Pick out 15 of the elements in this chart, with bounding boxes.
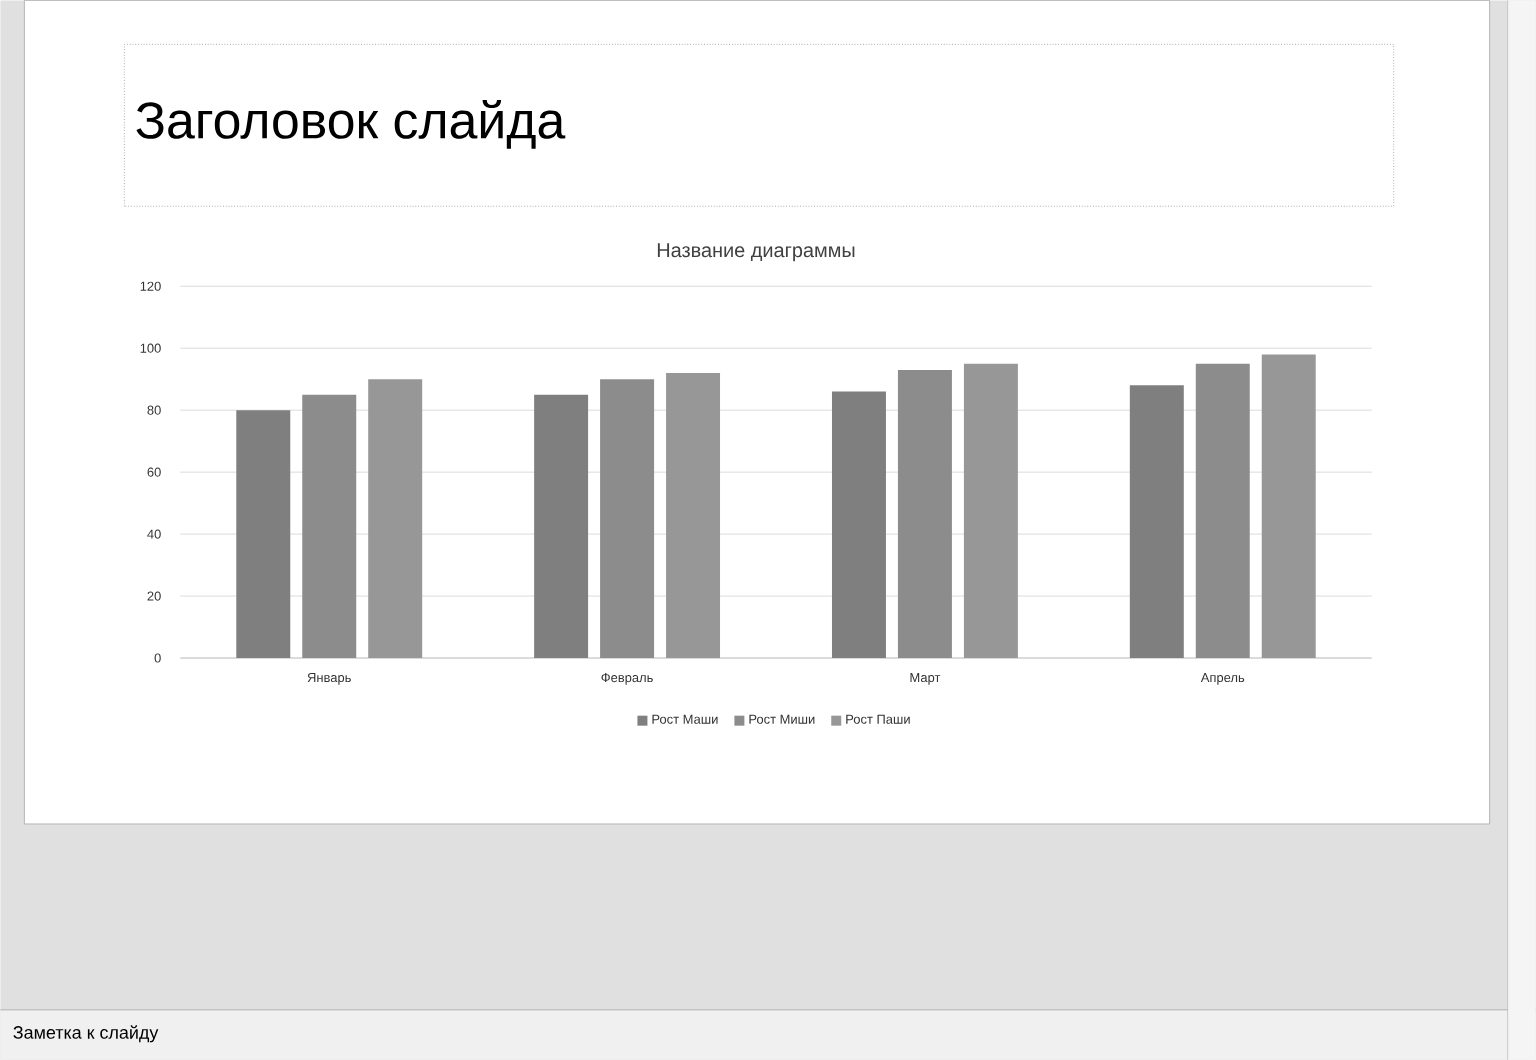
bar bbox=[1195, 363, 1250, 658]
bar bbox=[534, 394, 589, 658]
bar bbox=[600, 379, 655, 658]
bar bbox=[368, 379, 423, 658]
text: Заголовок слайда bbox=[136, 99, 566, 149]
bar bbox=[831, 391, 886, 658]
bar bbox=[236, 410, 291, 658]
bar bbox=[963, 363, 1018, 658]
bar bbox=[1261, 354, 1316, 658]
bar bbox=[1129, 385, 1184, 658]
chart-title: Название диаграммы bbox=[657, 243, 855, 262]
bar bbox=[897, 369, 952, 658]
bar bbox=[302, 394, 357, 658]
bar bbox=[666, 372, 721, 658]
text: Заметка к слайду bbox=[13, 1025, 159, 1043]
